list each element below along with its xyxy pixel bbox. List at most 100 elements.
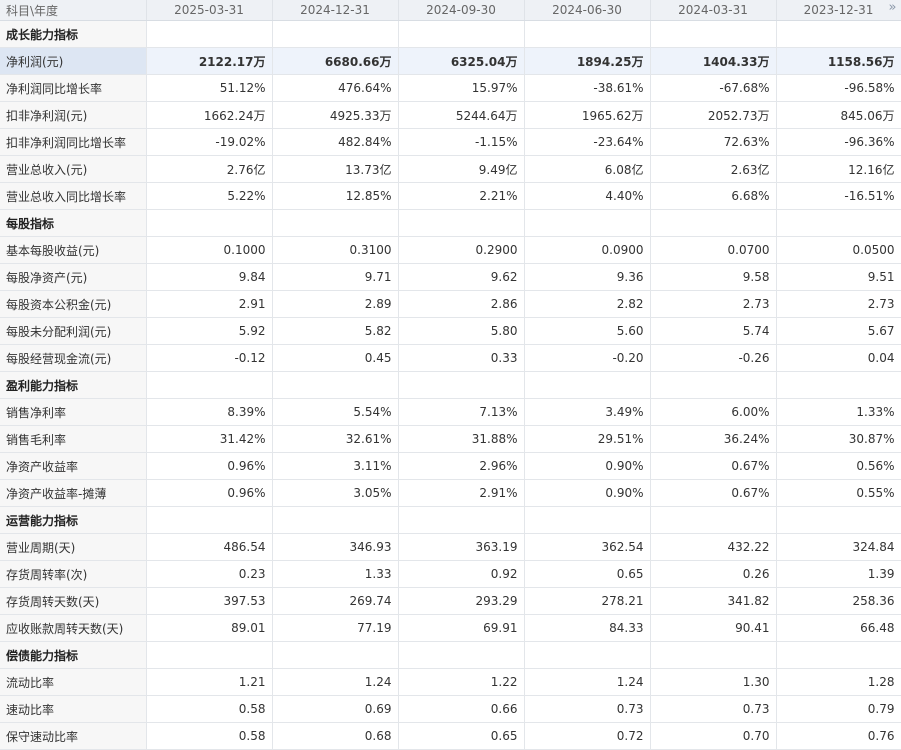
value-cell: 2.21% bbox=[398, 182, 525, 210]
empty-cell bbox=[776, 506, 901, 534]
value-cell: 0.65 bbox=[524, 560, 651, 588]
value-cell: 2.63亿 bbox=[650, 155, 777, 183]
empty-cell bbox=[524, 209, 651, 237]
table-body: 成长能力指标 净利润(元) 2122.17万 6680.66万 6325.04万 1894… bbox=[0, 20, 901, 750]
row-label: 基本每股收益(元) bbox=[0, 236, 147, 264]
value-cell: 0.0500 bbox=[776, 236, 901, 264]
empty-cell bbox=[524, 371, 651, 399]
table-row: 存货周转率(次) 0.23 1.33 0.92 0.65 0.26 1.39 bbox=[0, 560, 901, 588]
empty-cell bbox=[524, 641, 651, 669]
value-cell: 9.84 bbox=[146, 263, 273, 291]
empty-cell bbox=[398, 209, 525, 237]
row-label: 扣非净利润(元) bbox=[0, 101, 147, 129]
period-header[interactable]: 2025-03-31 bbox=[146, 0, 273, 21]
value-cell: 0.73 bbox=[650, 695, 777, 723]
value-cell: 89.01 bbox=[146, 614, 273, 642]
value-cell: 0.45 bbox=[272, 344, 399, 372]
value-cell: -0.12 bbox=[146, 344, 273, 372]
row-label: 流动比率 bbox=[0, 668, 147, 696]
value-cell: 0.96% bbox=[146, 479, 273, 507]
empty-cell bbox=[524, 506, 651, 534]
table-row: 扣非净利润(元) 1662.24万 4925.33万 5244.64万 1965.62万… bbox=[0, 101, 901, 129]
value-cell: 2.89 bbox=[272, 290, 399, 318]
table-row: 销售净利率 8.39% 5.54% 7.13% 3.49% 6.00% 1.33% bbox=[0, 398, 901, 426]
value-cell: 258.36 bbox=[776, 587, 901, 615]
value-cell: 0.69 bbox=[272, 695, 399, 723]
value-cell: 0.58 bbox=[146, 695, 273, 723]
value-cell: 6325.04万 bbox=[398, 47, 525, 75]
value-cell: 6.00% bbox=[650, 398, 777, 426]
value-cell: 2122.17万 bbox=[146, 47, 273, 75]
table-row: 速动比率 0.58 0.69 0.66 0.73 0.73 0.79 bbox=[0, 695, 901, 723]
value-cell: 5.82 bbox=[272, 317, 399, 345]
value-cell: -67.68% bbox=[650, 74, 777, 102]
value-cell: 30.87% bbox=[776, 425, 901, 453]
value-cell: 0.2900 bbox=[398, 236, 525, 264]
period-header-label: 2023-12-31 bbox=[803, 3, 874, 17]
value-cell: 15.97% bbox=[398, 74, 525, 102]
value-cell: 1.28 bbox=[776, 668, 901, 696]
period-header[interactable]: 2024-12-31 bbox=[272, 0, 399, 21]
header-first-col: 科目\年度 bbox=[0, 0, 147, 21]
value-cell: 9.62 bbox=[398, 263, 525, 291]
value-cell: 6.08亿 bbox=[524, 155, 651, 183]
table-row: 流动比率 1.21 1.24 1.22 1.24 1.30 1.28 bbox=[0, 668, 901, 696]
value-cell: 2.82 bbox=[524, 290, 651, 318]
value-cell: 1.24 bbox=[524, 668, 651, 696]
value-cell: 0.67% bbox=[650, 479, 777, 507]
period-header[interactable]: 2023-12-31 » bbox=[776, 0, 901, 21]
header-row: 科目\年度 2025-03-31 2024-12-31 2024-09-30 2… bbox=[0, 0, 901, 21]
value-cell: 90.41 bbox=[650, 614, 777, 642]
value-cell: 51.12% bbox=[146, 74, 273, 102]
period-header[interactable]: 2024-06-30 bbox=[524, 0, 651, 21]
empty-cell bbox=[650, 209, 777, 237]
row-label: 每股净资产(元) bbox=[0, 263, 147, 291]
value-cell: 486.54 bbox=[146, 533, 273, 561]
empty-cell bbox=[650, 371, 777, 399]
section-title: 每股指标 bbox=[0, 209, 147, 237]
table-row: 每股未分配利润(元) 5.92 5.82 5.80 5.60 5.74 5.67 bbox=[0, 317, 901, 345]
value-cell: 9.36 bbox=[524, 263, 651, 291]
value-cell: 1.24 bbox=[272, 668, 399, 696]
table-row: 净利润(元) 2122.17万 6680.66万 6325.04万 1894.25万 14… bbox=[0, 47, 901, 75]
value-cell: 1894.25万 bbox=[524, 47, 651, 75]
value-cell: 69.91 bbox=[398, 614, 525, 642]
double-chevron-right-icon[interactable]: » bbox=[888, 0, 897, 15]
section-header-row: 运营能力指标 bbox=[0, 506, 901, 534]
row-label: 每股未分配利润(元) bbox=[0, 317, 147, 345]
table-row: 保守速动比率 0.58 0.68 0.65 0.72 0.70 0.76 bbox=[0, 722, 901, 750]
table-row: 销售毛利率 31.42% 32.61% 31.88% 29.51% 36.24% 30.87… bbox=[0, 425, 901, 453]
value-cell: 1158.56万 bbox=[776, 47, 901, 75]
empty-cell bbox=[272, 209, 399, 237]
value-cell: 5.22% bbox=[146, 182, 273, 210]
value-cell: 2.73 bbox=[776, 290, 901, 318]
value-cell: 1.39 bbox=[776, 560, 901, 588]
empty-cell bbox=[272, 20, 399, 48]
value-cell: 2.76亿 bbox=[146, 155, 273, 183]
value-cell: 0.92 bbox=[398, 560, 525, 588]
value-cell: 0.23 bbox=[146, 560, 273, 588]
value-cell: 12.16亿 bbox=[776, 155, 901, 183]
empty-cell bbox=[146, 506, 273, 534]
empty-cell bbox=[272, 641, 399, 669]
value-cell: 1.21 bbox=[146, 668, 273, 696]
empty-cell bbox=[398, 506, 525, 534]
row-label: 销售净利率 bbox=[0, 398, 147, 426]
row-label: 营业周期(天) bbox=[0, 533, 147, 561]
empty-cell bbox=[776, 641, 901, 669]
period-header[interactable]: 2024-09-30 bbox=[398, 0, 525, 21]
value-cell: 397.53 bbox=[146, 587, 273, 615]
table-row: 应收账款周转天数(天) 89.01 77.19 69.91 84.33 90.41 66.4… bbox=[0, 614, 901, 642]
value-cell: 7.13% bbox=[398, 398, 525, 426]
table-row: 营业周期(天) 486.54 346.93 363.19 362.54 432.22 324… bbox=[0, 533, 901, 561]
value-cell: 31.42% bbox=[146, 425, 273, 453]
value-cell: 0.33 bbox=[398, 344, 525, 372]
value-cell: 5.92 bbox=[146, 317, 273, 345]
period-header[interactable]: 2024-03-31 bbox=[650, 0, 777, 21]
value-cell: 13.73亿 bbox=[272, 155, 399, 183]
value-cell: 0.90% bbox=[524, 479, 651, 507]
value-cell: 31.88% bbox=[398, 425, 525, 453]
empty-cell bbox=[146, 371, 273, 399]
value-cell: 0.3100 bbox=[272, 236, 399, 264]
empty-cell bbox=[146, 641, 273, 669]
